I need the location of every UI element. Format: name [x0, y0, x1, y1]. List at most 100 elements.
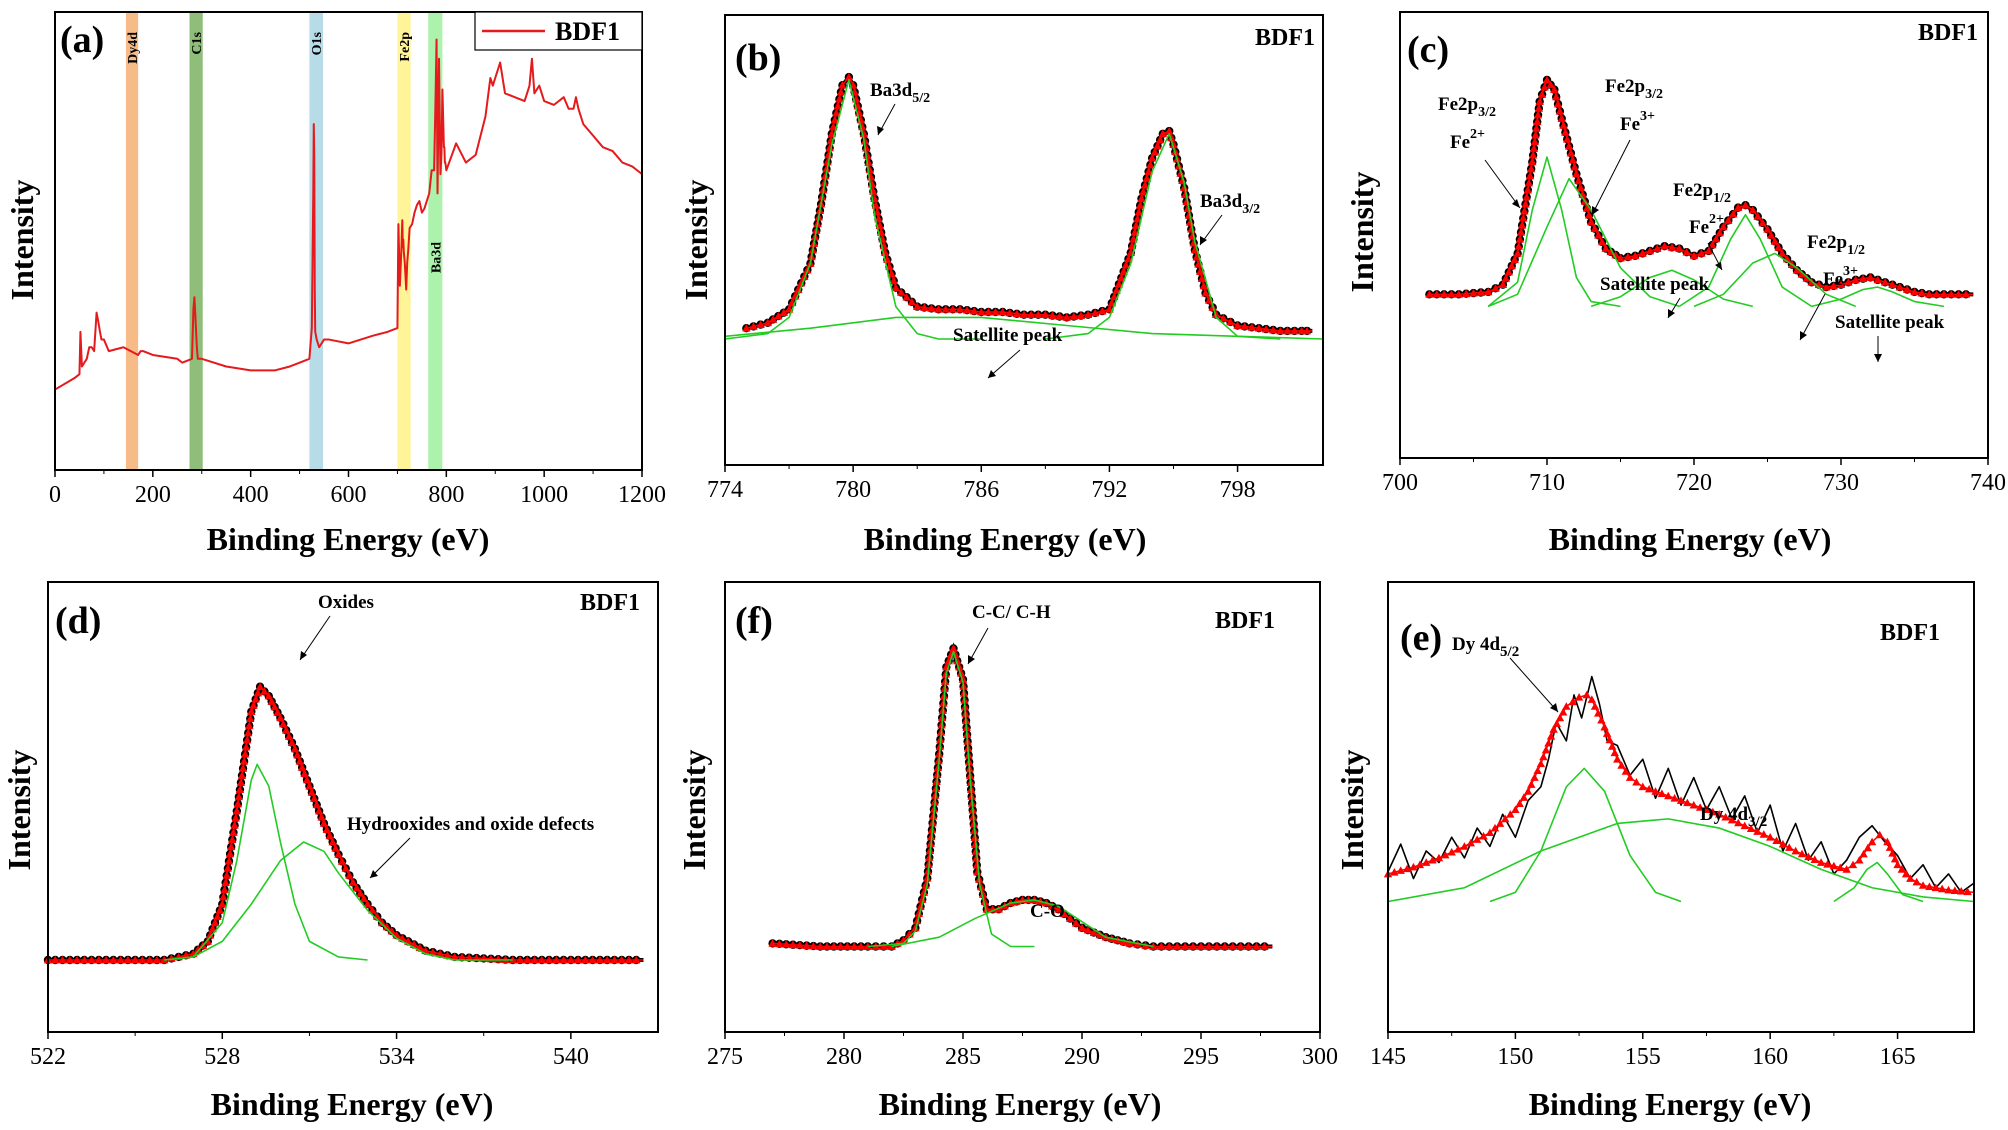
fit-marker: [1623, 252, 1633, 261]
fit-marker: [193, 945, 203, 954]
fit-marker: [1555, 713, 1565, 722]
panel-f: 275 280 285 290 295 300 (f) BDF1 C-C/ C-H C-O…: [676, 581, 1338, 1122]
x-tick-label: 285: [945, 1044, 981, 1070]
fit-marker: [934, 305, 943, 313]
annotation-fe2p32-fe2-ion: Fe: [1450, 132, 1470, 153]
fit-marker: [1890, 854, 1900, 863]
fit-marker: [1491, 284, 1500, 292]
fit-marker: [1931, 883, 1940, 892]
series-e-dy-4d3-2: [1387, 818, 1975, 903]
fit-marker: [1816, 858, 1826, 866]
fit-marker: [1888, 849, 1897, 857]
fit-marker: [742, 324, 751, 332]
fit-marker: [284, 732, 294, 740]
fit-marker: [1422, 858, 1431, 866]
fit-marker: [1906, 874, 1915, 882]
x-tick-label: 774: [707, 477, 743, 503]
series-group-c: [1425, 75, 1974, 308]
fit-marker: [1746, 824, 1756, 832]
series-group-d: [43, 682, 644, 965]
fit-marker: [1715, 810, 1724, 818]
fit-marker: [795, 940, 804, 949]
fit-marker: [109, 955, 118, 964]
fit-marker: [1653, 244, 1662, 252]
fit-marker: [276, 713, 285, 722]
fit-marker: [566, 955, 576, 964]
fit-marker: [305, 781, 314, 790]
fit-marker: [559, 955, 568, 964]
annotation-fe2p12-fe3-line2: Fe3+: [1823, 264, 1858, 290]
fit-marker: [428, 948, 438, 956]
fit-marker: [1625, 773, 1635, 781]
fit-marker: [1226, 317, 1235, 326]
fit-marker: [1689, 800, 1698, 809]
fit-marker: [233, 799, 243, 808]
fit-marker: [914, 909, 923, 918]
fit-marker: [1495, 819, 1505, 827]
fit-marker: [228, 835, 237, 843]
fit-marker: [1848, 860, 1858, 869]
fit-marker: [1587, 695, 1597, 703]
fit-marker: [749, 322, 758, 330]
fit-marker: [1204, 942, 1214, 950]
fit-marker: [310, 794, 319, 802]
fit-marker: [1071, 919, 1081, 927]
fit-marker: [1510, 255, 1519, 263]
fit-marker: [443, 951, 452, 959]
panel-d: 522 528 534 540 (d) BDF1 Oxides Hydrooxides…: [1, 581, 659, 1122]
fit-marker: [1297, 326, 1306, 335]
x-axis-title-a: Binding Energy (eV): [207, 521, 490, 557]
fit-marker: [1112, 286, 1121, 294]
series-e-dy-4d-satellite: [1833, 861, 1924, 903]
fit-marker: [843, 942, 852, 950]
fit-marker: [797, 278, 806, 287]
fit-marker: [1144, 167, 1153, 175]
fit-marker: [1582, 690, 1591, 699]
annotation-hydrooxides-arrowhead: [370, 870, 378, 878]
x-tick-label: 280: [826, 1044, 862, 1070]
fit-marker: [1197, 274, 1207, 283]
x-tick-label: 290: [1064, 1044, 1100, 1070]
fit-marker: [116, 955, 125, 964]
fit-marker: [229, 828, 238, 836]
fit-marker: [1855, 855, 1864, 864]
fit-marker: [802, 941, 811, 949]
fit-marker: [237, 771, 247, 779]
fit-marker: [1501, 814, 1510, 823]
series-d-hydrooxides-and-oxide-defects: [164, 841, 513, 961]
annotation-fe2p32-fe2-line2: Fe2+: [1450, 127, 1485, 153]
x-tick-label: 740: [1970, 470, 2006, 496]
fit-marker: [971, 847, 980, 855]
fit-marker: [1791, 846, 1800, 855]
fit-marker: [830, 115, 840, 124]
series-f-c-c-c-h: [867, 650, 1035, 948]
series-group-a: [54, 38, 643, 391]
fit-marker: [984, 307, 993, 316]
fit-marker: [822, 942, 832, 950]
fit-marker: [887, 269, 896, 278]
fit-marker: [1937, 884, 1947, 893]
fit-marker: [1095, 930, 1105, 939]
fit-marker: [501, 955, 510, 963]
x-ticks-e: 145 150 155 160 165: [1370, 1032, 1916, 1070]
fit-marker: [1527, 780, 1536, 788]
fit-marker: [1708, 807, 1718, 816]
fit-marker: [1638, 782, 1647, 791]
fit-marker: [205, 930, 215, 939]
fit-marker: [1268, 325, 1278, 334]
fit-marker: [1069, 312, 1079, 320]
fit-marker: [1778, 249, 1787, 257]
annotation-dy4d32: Dy 4d3/2: [1700, 804, 1767, 830]
fit-marker: [1529, 144, 1539, 152]
annotation-fe2p32-fe3-line1: Fe2p3/2: [1605, 76, 1663, 102]
annotation-satellite-c1: Satellite peak: [1600, 274, 1710, 295]
fit-marker: [1513, 249, 1522, 257]
fit-marker: [345, 871, 354, 879]
fit-marker: [1428, 855, 1437, 864]
fit-marker: [902, 292, 911, 301]
fit-marker: [101, 955, 111, 964]
fit-marker: [152, 955, 162, 964]
annotation-dy4d52-arrowhead: [1550, 703, 1558, 712]
fit-marker: [1054, 905, 1063, 913]
fit-marker: [1439, 290, 1449, 298]
